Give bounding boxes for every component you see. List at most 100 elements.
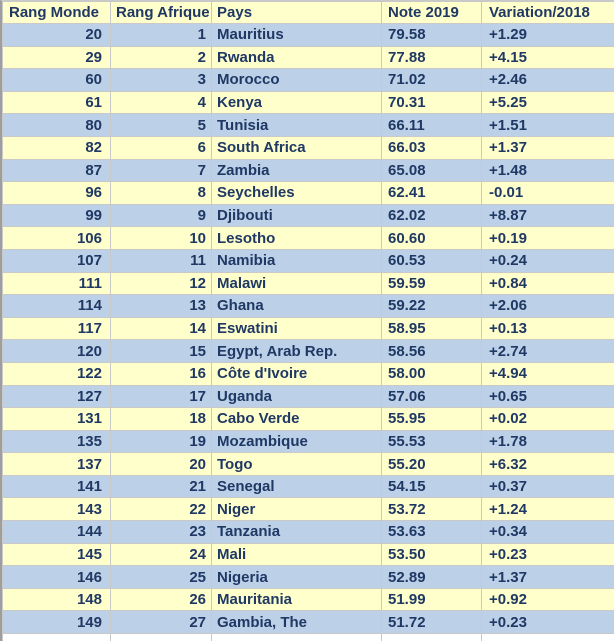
cell-note-2019: 53.72 (381, 497, 482, 522)
cell-note-2019: 70.31 (381, 90, 482, 115)
cell-pays: Cabo Verde (211, 407, 382, 431)
cell-note-2019: 60.60 (381, 226, 482, 250)
cell-variation-2018: +0.02 (481, 407, 614, 431)
cell-note-2019: 53.63 (381, 520, 482, 544)
cell-variation-2018: +0.84 (481, 271, 614, 296)
table-row: 137 20 Togo 55.20 +6.32 (2, 452, 614, 476)
cell-note-2019: 62.02 (381, 203, 482, 228)
table-row: 20 1 Mauritius 79.58 +1.29 (2, 23, 614, 47)
cell-rang-afrique: 16 (110, 361, 212, 386)
cell-note-2019: 66.03 (381, 135, 482, 160)
cell-note-2019: 54.15 (381, 474, 482, 499)
cell-pays: Egypt, Arab Rep. (211, 339, 382, 363)
cell-variation-2018: +1.29 (481, 23, 614, 47)
cell-rang-afrique: 2 (110, 45, 212, 70)
cell-variation-2018: +0.19 (481, 226, 614, 250)
cell-rang-monde: 96 (2, 181, 111, 205)
cell-note-2019: 53.50 (381, 542, 482, 567)
table-row: 111 12 Malawi 59.59 +0.84 (2, 271, 614, 296)
table-row: 80 5 Tunisia 66.11 +1.51 (2, 113, 614, 137)
cell-rang-afrique: 25 (110, 565, 212, 589)
cell-rang-monde: 137 (2, 452, 111, 476)
cell-variation-2018: +6.32 (481, 452, 614, 476)
cell-pays: Nigeria (211, 565, 382, 589)
cell-pays: Mali (211, 542, 382, 567)
table-row: 131 18 Cabo Verde 55.95 +0.02 (2, 407, 614, 431)
cell-variation-2018: +2.46 (481, 68, 614, 92)
table-row: 127 17 Uganda 57.06 +0.65 (2, 384, 614, 409)
cell-pays: Zambia (211, 158, 382, 183)
cell-pays: Rwanda (211, 45, 382, 70)
cell-pays: Mauritania (211, 587, 382, 612)
cell-pays: Seychelles (211, 181, 382, 205)
cell-rang-monde: 117 (2, 316, 111, 341)
table-row: 117 14 Eswatini 58.95 +0.13 (2, 316, 614, 341)
table-row: 141 21 Senegal 54.15 +0.37 (2, 474, 614, 499)
cell-note-2019: 59.22 (381, 294, 482, 318)
cell-rang-monde: 99 (2, 203, 111, 228)
table-row: 145 24 Mali 53.50 +0.23 (2, 542, 614, 567)
cell-note-2019: 52.89 (381, 565, 482, 589)
cell-note-2019: 58.95 (381, 316, 482, 341)
cell-rang-monde: 61 (2, 90, 111, 115)
cell-note-2019: 60.53 (381, 248, 482, 273)
cell-rang-afrique: 10 (110, 226, 212, 250)
cell-note-2019: 51.72 (381, 610, 482, 635)
cell-note-2019: 66.11 (381, 113, 482, 137)
cell-pays: Kenya (211, 90, 382, 115)
cell-rang-afrique: 6 (110, 135, 212, 160)
table-row: 99 9 Djibouti 62.02 +8.87 (2, 203, 614, 228)
table-row: 135 19 Mozambique 55.53 +1.78 (2, 429, 614, 454)
cell-pays: Uganda (211, 384, 382, 409)
empty-cell (211, 633, 382, 641)
empty-cell (481, 633, 614, 641)
cell-variation-2018: -0.01 (481, 181, 614, 205)
cell-rang-monde: 141 (2, 474, 111, 499)
table-row: 120 15 Egypt, Arab Rep. 58.56 +2.74 (2, 339, 614, 363)
table-row: 82 6 South Africa 66.03 +1.37 (2, 135, 614, 160)
cell-rang-afrique: 9 (110, 203, 212, 228)
cell-rang-afrique: 13 (110, 294, 212, 318)
cell-pays: Togo (211, 452, 382, 476)
cell-pays: South Africa (211, 135, 382, 160)
table-row: 61 4 Kenya 70.31 +5.25 (2, 90, 614, 115)
cell-rang-monde: 111 (2, 271, 111, 296)
table-row: 60 3 Morocco 71.02 +2.46 (2, 68, 614, 92)
header-row: Rang Monde Rang Afrique Pays Note 2019 V… (2, 1, 614, 24)
cell-rang-monde: 106 (2, 226, 111, 250)
cell-rang-monde: 122 (2, 361, 111, 386)
cell-variation-2018: +0.23 (481, 610, 614, 635)
cell-variation-2018: +1.37 (481, 565, 614, 589)
cell-rang-monde: 87 (2, 158, 111, 183)
cell-pays: Gambia, The (211, 610, 382, 635)
col-header-variation-2018: Variation/2018 (481, 1, 614, 24)
cell-pays: Lesotho (211, 226, 382, 250)
cell-rang-monde: 143 (2, 497, 111, 522)
cell-variation-2018: +8.87 (481, 203, 614, 228)
cell-variation-2018: +1.51 (481, 113, 614, 137)
cell-rang-monde: 145 (2, 542, 111, 567)
cell-note-2019: 57.06 (381, 384, 482, 409)
cell-note-2019: 55.95 (381, 407, 482, 431)
table-row: 107 11 Namibia 60.53 +0.24 (2, 248, 614, 273)
cell-rang-monde: 135 (2, 429, 111, 454)
cell-note-2019: 59.59 (381, 271, 482, 296)
cell-rang-afrique: 14 (110, 316, 212, 341)
empty-cell (381, 633, 482, 641)
cell-variation-2018: +4.15 (481, 45, 614, 70)
cell-variation-2018: +4.94 (481, 361, 614, 386)
cell-rang-monde: 114 (2, 294, 111, 318)
col-header-note-2019: Note 2019 (381, 1, 482, 24)
cell-rang-afrique: 21 (110, 474, 212, 499)
cell-note-2019: 71.02 (381, 68, 482, 92)
cell-note-2019: 62.41 (381, 181, 482, 205)
cell-pays: Tunisia (211, 113, 382, 137)
cell-rang-afrique: 19 (110, 429, 212, 454)
cell-rang-afrique: 22 (110, 497, 212, 522)
cell-note-2019: 55.53 (381, 429, 482, 454)
empty-cell (110, 633, 212, 641)
cell-variation-2018: +1.24 (481, 497, 614, 522)
col-header-pays: Pays (211, 1, 382, 24)
cell-rang-monde: 120 (2, 339, 111, 363)
cell-pays: Mauritius (211, 23, 382, 47)
